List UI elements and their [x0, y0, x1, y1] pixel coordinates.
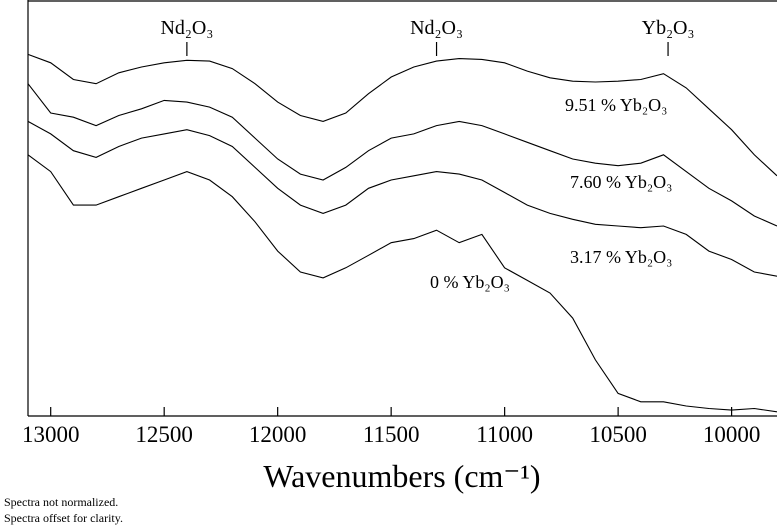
x-tick-label: 11500: [363, 422, 420, 447]
spectrum-line: [27, 120, 777, 277]
spectrum-line: [27, 154, 777, 413]
series-label: 9.51 % Yb₂O₃: [565, 95, 667, 115]
x-tick-label: 12000: [249, 422, 307, 447]
x-tick-label: 12500: [135, 422, 193, 447]
spectrum-line: [27, 83, 777, 227]
peak-label: Nd₂O₃: [410, 17, 463, 39]
x-tick-label: 10500: [589, 422, 647, 447]
series-label: 7.60 % Yb₂O₃: [570, 172, 672, 192]
x-axis-label: Wavenumbers (cm⁻¹): [263, 458, 540, 494]
x-tick-label: 11000: [476, 422, 533, 447]
note: Spectra not normalized.: [4, 495, 118, 509]
x-tick-label: 13000: [22, 422, 80, 447]
peak-label: Nd₂O₃: [160, 17, 213, 39]
series-label: 3.17 % Yb₂O₃: [570, 247, 672, 267]
series-label: 0 % Yb₂O₃: [430, 272, 510, 292]
x-tick-label: 10000: [703, 422, 761, 447]
spectrum-line: [27, 53, 777, 177]
peak-label: Yb₂O₃: [642, 17, 695, 39]
note: Spectra offset for clarity.: [4, 511, 123, 525]
